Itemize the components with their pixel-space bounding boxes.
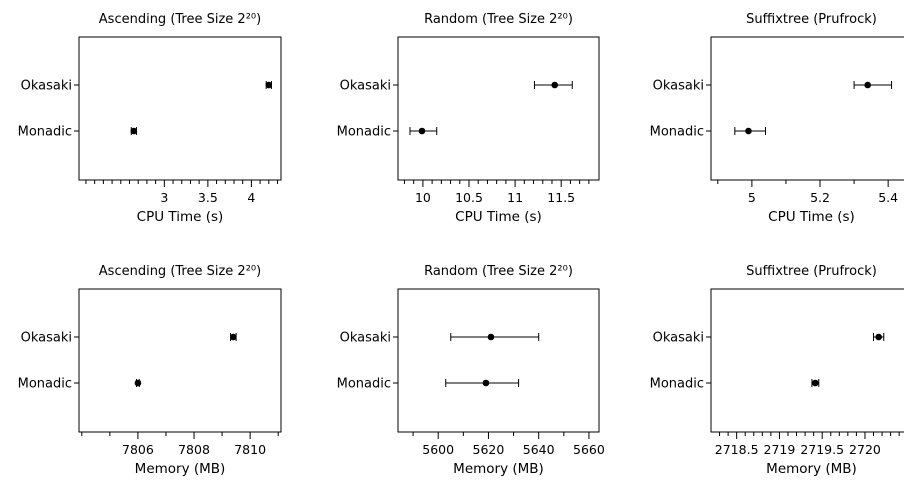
category-label: Okasaki (21, 331, 72, 346)
x-axis-label: CPU Time (s) (768, 209, 855, 225)
x-tick-label: 7810 (234, 442, 266, 457)
chart-title: Suffixtree (Prufrock) (746, 264, 877, 279)
data-point-monadic (482, 379, 490, 387)
x-axis-label: CPU Time (s) (137, 209, 224, 225)
data-point-okasaki (864, 81, 872, 89)
category-label: Monadic (650, 125, 704, 140)
x-axis-label: CPU Time (s) (455, 209, 542, 225)
category-label: Okasaki (653, 79, 704, 94)
category-label: Monadic (337, 125, 391, 140)
category-label: Monadic (18, 125, 72, 140)
x-tick-label: 11 (507, 190, 523, 205)
x-tick-label: 5 (748, 190, 756, 205)
x-tick-label: 3 (160, 190, 168, 205)
x-tick-label: 2718.5 (715, 442, 759, 457)
x-tick-label: 4 (247, 190, 255, 205)
category-label: Monadic (18, 377, 72, 392)
plot-frame (78, 288, 282, 433)
x-tick-label: 2719.5 (800, 442, 844, 457)
chart-panel-5: Random (Tree Size 2²⁰) 5600 5620 5640 5660 Me… (337, 264, 605, 477)
x-tick-label: 5620 (473, 442, 505, 457)
plot-frame (710, 36, 904, 181)
category-label: Okasaki (340, 79, 391, 94)
data-point-okasaki (265, 81, 273, 89)
data-point-monadic (812, 379, 819, 387)
chart-panel-1: Ascending (Tree Size 2²⁰) 3 3.5 4 CPU Time (… (18, 12, 282, 225)
plot-frame (710, 288, 904, 433)
x-tick-label: 3.5 (198, 190, 218, 205)
x-axis-label: Memory (MB) (453, 461, 544, 477)
x-axis-label: Memory (MB) (766, 461, 857, 477)
x-tick-label: 11.5 (547, 190, 575, 205)
category-label: Okasaki (340, 331, 391, 346)
chart-title: Random (Tree Size 2²⁰) (424, 12, 573, 27)
data-point-monadic (418, 127, 426, 135)
chart-panel-4: Ascending (Tree Size 2²⁰) 7806 7808 7810 Mem… (18, 264, 282, 477)
chart-title: Suffixtree (Prufrock) (746, 12, 877, 27)
category-label: Monadic (650, 377, 704, 392)
x-tick-label: 5600 (422, 442, 454, 457)
plot-frame (397, 288, 600, 433)
data-point-okasaki (230, 333, 237, 341)
chart-panel-2: Random (Tree Size 2²⁰) 10 10.5 11 11.5 CPU Ti… (337, 12, 600, 225)
x-tick-label: 7806 (122, 442, 154, 457)
x-tick-label: 5.4 (878, 190, 898, 205)
x-tick-label: 5.2 (810, 190, 830, 205)
chart-title: Ascending (Tree Size 2²⁰) (99, 12, 261, 27)
chart-title: Random (Tree Size 2²⁰) (424, 264, 573, 279)
data-point-monadic (130, 127, 138, 135)
plot-frame (397, 36, 600, 181)
plot-frame (78, 36, 282, 181)
category-label: Okasaki (21, 79, 72, 94)
x-tick-label: 5640 (523, 442, 555, 457)
x-tick-label: 7808 (178, 442, 210, 457)
data-point-monadic (745, 127, 752, 135)
x-tick-label: 2720 (849, 442, 881, 457)
data-point-monadic (134, 379, 142, 387)
x-tick-label: 10.5 (455, 190, 483, 205)
chart-panel-6: Suffixtree (Prufrock) 2718.5 2719 2719.5 272… (650, 264, 904, 477)
chart-panel-3: Suffixtree (Prufrock) 5 5.2 5.4 CPU Time (s)… (650, 12, 904, 225)
data-point-okasaki (875, 333, 882, 341)
x-tick-label: 10 (415, 190, 431, 205)
category-label: Okasaki (653, 331, 704, 346)
data-point-okasaki (551, 81, 559, 89)
data-point-okasaki (487, 333, 495, 341)
x-tick-label: 2719 (764, 442, 796, 457)
chart-title: Ascending (Tree Size 2²⁰) (99, 264, 261, 279)
category-label: Monadic (337, 377, 391, 392)
x-tick-label: 5660 (573, 442, 605, 457)
x-axis-label: Memory (MB) (135, 461, 226, 477)
